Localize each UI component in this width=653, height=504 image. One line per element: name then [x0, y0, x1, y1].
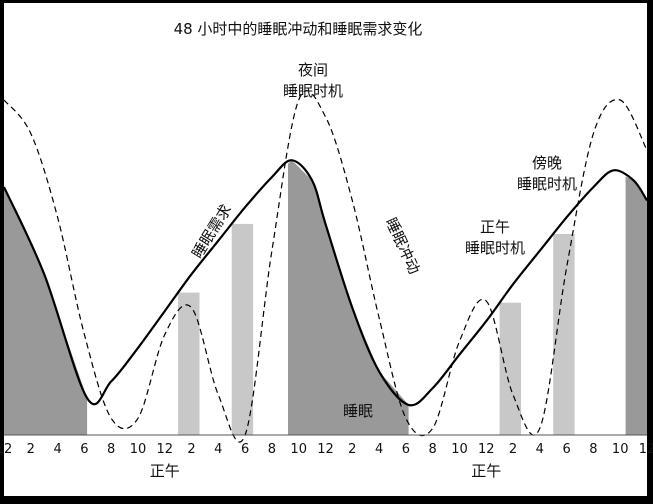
x-tick-label: 10	[290, 442, 307, 457]
x-tick-label: 12	[478, 442, 495, 457]
x-tick-label: 12	[0, 442, 12, 457]
x-tick-label: 2	[348, 442, 356, 457]
x-tick-label: 6	[402, 442, 410, 457]
x-tick-label: 4	[214, 442, 222, 457]
sleep-band-0	[4, 187, 88, 435]
label-noon-line1: 正午	[480, 218, 510, 236]
x-tick-label: 8	[589, 442, 597, 457]
label-sleep: 睡眠	[343, 402, 373, 420]
label-evening-line1: 傍晚	[532, 154, 562, 172]
label-evening-line2: 睡眠时机	[517, 175, 577, 193]
x-tick-label: 2	[187, 442, 195, 457]
x-tick-label: 2	[27, 442, 35, 457]
x-tick-label: 8	[429, 442, 437, 457]
x-tick-label: 4	[375, 442, 383, 457]
x-tick-label: 12	[317, 442, 334, 457]
nap-band-3	[178, 292, 200, 435]
nap-band-5	[499, 302, 521, 435]
x-tick-label: 10	[130, 442, 147, 457]
x-tick-label: 6	[80, 442, 88, 457]
x-tick-label: 4	[53, 442, 61, 457]
x-tick-label: 12	[157, 442, 174, 457]
label-noon-line2: 睡眠时机	[465, 239, 525, 257]
x-tick-label: 2	[509, 442, 517, 457]
sleep-need-line	[3, 159, 648, 407]
label-night-line1: 夜间	[298, 61, 328, 79]
nap-band-6	[553, 234, 575, 435]
x-tick-label: 4	[536, 442, 544, 457]
sleep-band-2	[625, 176, 647, 435]
x-tick-label: 12	[639, 442, 653, 457]
x-group-label-noon-0: 正午	[150, 462, 180, 480]
x-tick-label: 8	[268, 442, 276, 457]
x-tick-label: 10	[451, 442, 468, 457]
nap-band-4	[231, 223, 254, 435]
x-group-label-noon-1: 正午	[471, 462, 501, 480]
x-tick-label: 6	[241, 442, 249, 457]
chart-title: 48 小时中的睡眠冲动和睡眠需求变化	[174, 20, 423, 38]
sleep-drive-line	[3, 90, 648, 443]
x-tick-label: 6	[562, 442, 570, 457]
label-night-line2: 睡眠时机	[283, 82, 343, 100]
x-tick-label: 8	[107, 442, 115, 457]
x-tick-label: 10	[612, 442, 629, 457]
